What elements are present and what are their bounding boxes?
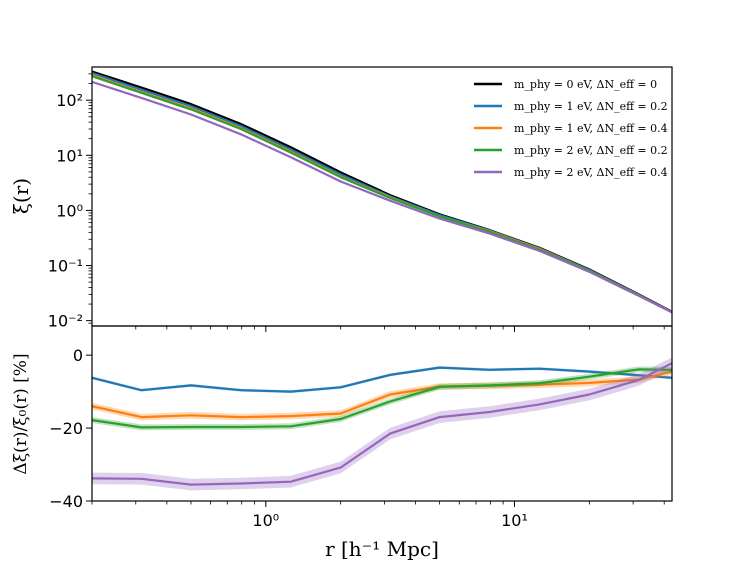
x-tick-label: 10⁰ (252, 511, 279, 530)
bottom-y-tick-label: −40 (49, 492, 83, 511)
top-y-tick-label: 10¹ (56, 146, 83, 165)
bottom-frame (91, 325, 673, 502)
legend-entry-3: m_phy = 2 eV, ΔN_eff = 0.2 (514, 144, 668, 157)
top-ylabel: ξ(r) (9, 178, 33, 214)
bottom-y-tick-label: 0 (73, 346, 83, 365)
top-panel: 10² 10¹ 10⁰ 10⁻¹ 10⁻² (48, 66, 673, 332)
bottom-series-band-3 (92, 357, 672, 491)
bottom-series-line-0 (92, 366, 672, 393)
bottom-series-line-2 (92, 368, 672, 429)
bottom-ylabel: Δξ(r)/ξ₀(r) [%] (11, 353, 31, 474)
legend-entry-1: m_phy = 1 eV, ΔN_eff = 0.2 (514, 100, 668, 113)
bottom-series-group (92, 357, 672, 491)
top-series-line-4 (92, 80, 672, 314)
top-y-tick-label: 10² (56, 91, 83, 110)
legend-entry-2: m_phy = 1 eV, ΔN_eff = 0.4 (514, 122, 668, 135)
legend-entry-0: m_phy = 0 eV, ΔN_eff = 0 (514, 78, 657, 91)
bottom-series-line-3 (92, 362, 672, 486)
x-tick-label: 10¹ (501, 511, 528, 530)
legend-entry-4: m_phy = 2 eV, ΔN_eff = 0.4 (514, 166, 668, 179)
bottom-y-tick-label: −20 (49, 419, 83, 438)
top-series-group (92, 70, 672, 314)
top-y-tick-label: 10⁰ (56, 201, 83, 220)
bottom-series-band-1 (92, 368, 672, 421)
top-y-tick-label: 10⁻² (48, 312, 83, 331)
x-axis-label: r [h⁻¹ Mpc] (325, 537, 439, 561)
bottom-panel: 10⁰ 10¹ 0 −20 −40 (49, 325, 673, 530)
legend: m_phy = 0 eV, ΔN_eff = 0 m_phy = 1 eV, ΔN… (474, 78, 668, 179)
top-y-tick-label: 10⁻¹ (48, 257, 83, 276)
bottom-series-band-2 (92, 366, 672, 431)
bottom-series-line-1 (92, 370, 672, 419)
